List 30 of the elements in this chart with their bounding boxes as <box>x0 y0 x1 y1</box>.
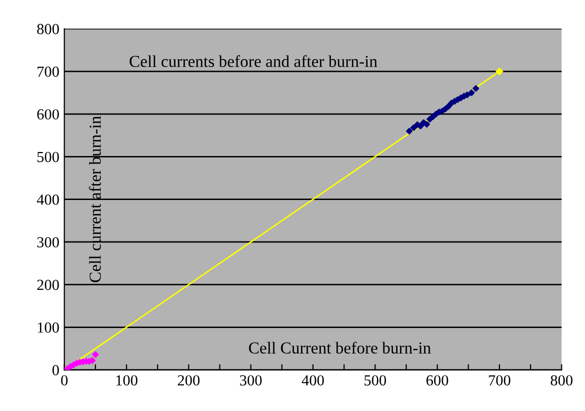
y-tick-label: 200 <box>37 280 59 290</box>
point <box>406 128 413 134</box>
y-tick-label: 0 <box>52 365 59 376</box>
x-tick-label: 500 <box>364 375 386 386</box>
x-axis-title: Cell Current before burn-in <box>249 342 431 354</box>
x-tick-label: 100 <box>116 375 138 386</box>
y-tick-label: 700 <box>38 66 59 77</box>
x-tick-label: 600 <box>426 375 448 386</box>
point <box>410 124 417 131</box>
y-tick-label: 600 <box>37 109 59 120</box>
x-tick-label: 800 <box>550 375 572 386</box>
y-tick-label: 100 <box>38 322 59 333</box>
point <box>92 351 99 358</box>
point <box>468 89 475 96</box>
point <box>472 85 480 92</box>
point <box>89 357 96 364</box>
point <box>417 122 424 130</box>
point <box>496 68 504 76</box>
x-tick-label: 300 <box>240 375 262 386</box>
y-tick-label: 500 <box>37 152 59 162</box>
x-tick-label: 200 <box>178 375 200 386</box>
x-tick-label: 400 <box>302 375 324 386</box>
text: Cell currents before and after burn-in <box>130 55 378 68</box>
y-tick-label: 400 <box>36 194 59 205</box>
x-tick-label: 0 <box>61 375 68 386</box>
point <box>445 103 452 110</box>
y-tick-label: 300 <box>37 237 59 248</box>
y-tick-label: 800 <box>37 24 59 34</box>
point <box>423 120 430 128</box>
x-tick-label: 700 <box>488 375 510 386</box>
